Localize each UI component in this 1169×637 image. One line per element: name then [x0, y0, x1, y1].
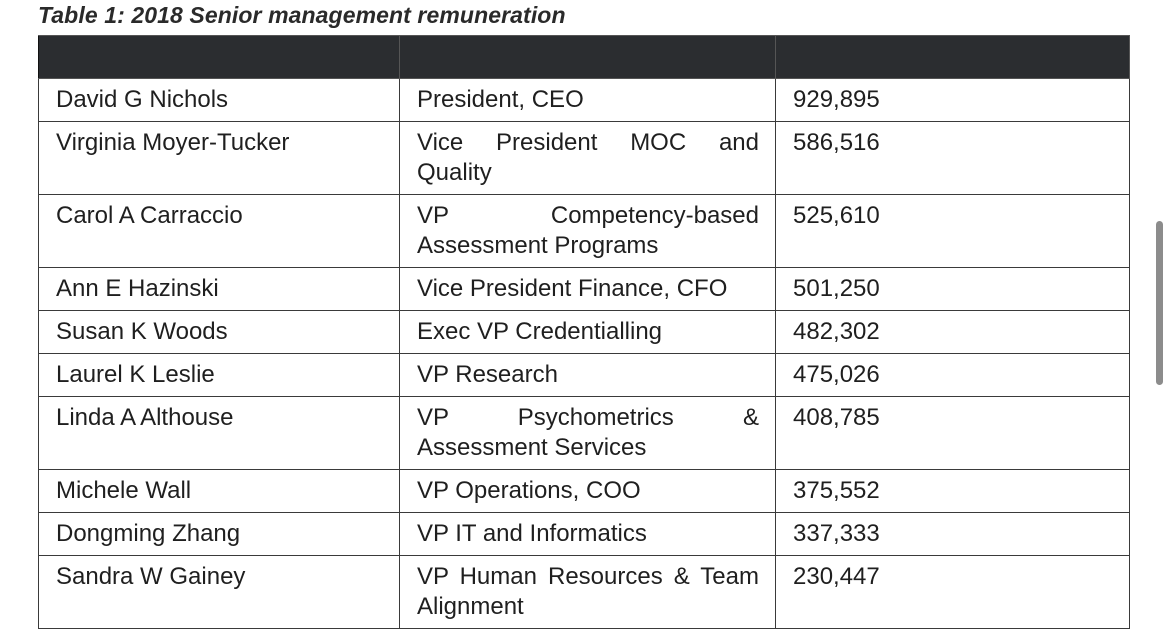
amount-cell: 482,302 — [775, 310, 1130, 354]
name-cell: Ann E Hazinski — [38, 267, 400, 311]
header-cell-name — [38, 35, 400, 79]
table-header-row — [38, 35, 1130, 79]
table-row: Linda A Althouse VP Psychometrics & Asse… — [38, 396, 1130, 470]
table-row: Laurel K Leslie VP Research 475,026 — [38, 353, 1130, 397]
table-row: Michele Wall VP Operations, COO 375,552 — [38, 469, 1130, 513]
name-cell: Carol A Carraccio — [38, 194, 400, 268]
name-cell: Laurel K Leslie — [38, 353, 400, 397]
remuneration-table: David G Nichols President, CEO 929,895 V… — [38, 35, 1130, 629]
amount-cell: 929,895 — [775, 78, 1130, 122]
amount-cell: 475,026 — [775, 353, 1130, 397]
amount-cell: 501,250 — [775, 267, 1130, 311]
table-row: Sandra W Gainey VP Human Resources & Tea… — [38, 555, 1130, 629]
name-cell: Dongming Zhang — [38, 512, 400, 556]
amount-cell: 375,552 — [775, 469, 1130, 513]
amount-cell: 337,333 — [775, 512, 1130, 556]
vertical-scrollbar[interactable] — [1156, 221, 1163, 385]
role-cell: VP Human Resources & Team Alignment — [399, 555, 776, 629]
table-row: Carol A Carraccio VP Competency-based As… — [38, 194, 1130, 268]
table-row: David G Nichols President, CEO 929,895 — [38, 78, 1130, 122]
name-cell: Susan K Woods — [38, 310, 400, 354]
role-cell: Exec VP Credentialling — [399, 310, 776, 354]
header-cell-amount — [775, 35, 1130, 79]
amount-cell: 525,610 — [775, 194, 1130, 268]
table-row: Susan K Woods Exec VP Credentialling 482… — [38, 310, 1130, 354]
header-cell-role — [399, 35, 776, 79]
amount-cell: 408,785 — [775, 396, 1130, 470]
role-cell: VP Psychometrics & Assessment Services — [399, 396, 776, 470]
amount-cell: 586,516 — [775, 121, 1130, 195]
table-row: Ann E Hazinski Vice President Finance, C… — [38, 267, 1130, 311]
name-cell: Sandra W Gainey — [38, 555, 400, 629]
table-row: Virginia Moyer-Tucker Vice President MOC… — [38, 121, 1130, 195]
role-cell: Vice President MOC and Quality — [399, 121, 776, 195]
amount-cell: 230,447 — [775, 555, 1130, 629]
role-cell: VP IT and Informatics — [399, 512, 776, 556]
role-cell: VP Operations, COO — [399, 469, 776, 513]
name-cell: Linda A Althouse — [38, 396, 400, 470]
name-cell: Michele Wall — [38, 469, 400, 513]
role-cell: VP Research — [399, 353, 776, 397]
table-caption: Table 1: 2018 Senior management remunera… — [38, 2, 566, 28]
table-row: Dongming Zhang VP IT and Informatics 337… — [38, 512, 1130, 556]
role-cell: VP Competency-based Assessment Programs — [399, 194, 776, 268]
role-cell: President, CEO — [399, 78, 776, 122]
name-cell: David G Nichols — [38, 78, 400, 122]
role-cell: Vice President Finance, CFO — [399, 267, 776, 311]
name-cell: Virginia Moyer-Tucker — [38, 121, 400, 195]
